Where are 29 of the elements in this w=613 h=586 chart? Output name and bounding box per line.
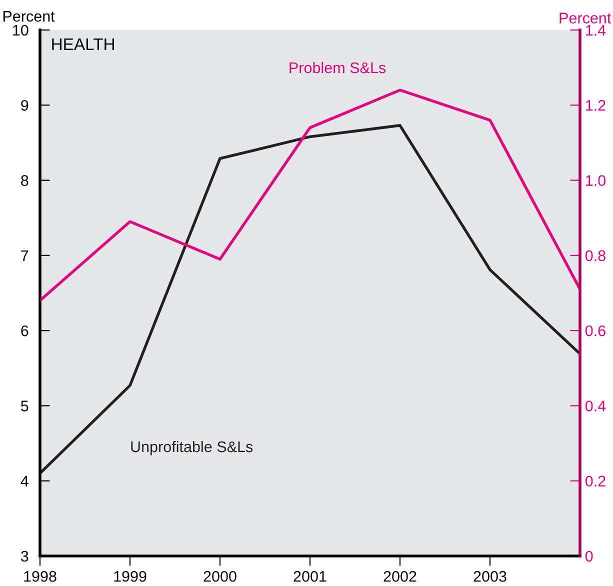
x-tick-label: 2002 bbox=[384, 570, 416, 582]
y-axis-title: Percent bbox=[3, 11, 55, 22]
line-series bbox=[40, 124, 580, 475]
y-tick-label: 10 bbox=[13, 24, 28, 36]
y2-tick-label: 1.4 bbox=[586, 25, 606, 36]
y-tick-label: 4 bbox=[20, 476, 28, 486]
annotation: HEALTH bbox=[52, 38, 114, 50]
y-tick-label: 8 bbox=[21, 175, 28, 186]
y2-axis-title: Percent bbox=[560, 12, 612, 24]
x-tick-label: 1998 bbox=[24, 570, 56, 582]
x-tick-label: 2001 bbox=[294, 570, 326, 582]
y2-tick-label: 0.2 bbox=[585, 476, 606, 487]
x-tick-label: 2000 bbox=[204, 570, 236, 582]
y2-tick-label: 0.6 bbox=[585, 325, 606, 336]
series-label: Problem S&Ls bbox=[290, 62, 386, 74]
y2-tick-label: 0 bbox=[585, 550, 593, 562]
y-tick-label: 3 bbox=[20, 550, 28, 562]
y2-tick-label: 0.8 bbox=[585, 250, 606, 262]
y-tick-label: 5 bbox=[21, 400, 28, 412]
y2-tick-label: 0.4 bbox=[585, 400, 606, 412]
y-tick-label: 6 bbox=[21, 325, 28, 336]
x-tick-label: 1999 bbox=[114, 570, 146, 582]
text: Unprofitable S&Ls bbox=[131, 440, 253, 456]
x-tick-label: 2003 bbox=[474, 570, 506, 582]
y-tick-label: 9 bbox=[21, 100, 28, 111]
line-series bbox=[40, 88, 580, 302]
y2-tick-label: 1.0 bbox=[586, 175, 606, 186]
y2-tick-label: 1.2 bbox=[586, 100, 606, 111]
y-tick-label: 7 bbox=[21, 250, 28, 261]
